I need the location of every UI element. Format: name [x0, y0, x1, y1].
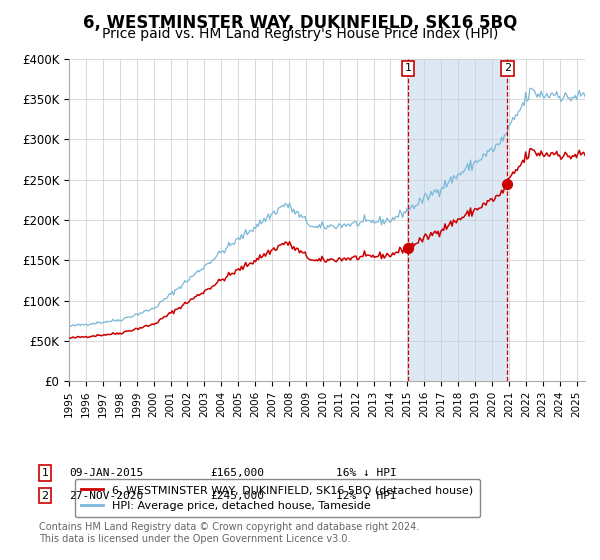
- Text: £165,000: £165,000: [210, 468, 264, 478]
- Text: 2: 2: [41, 491, 49, 501]
- Text: 27-NOV-2020: 27-NOV-2020: [69, 491, 143, 501]
- Text: 1: 1: [404, 63, 412, 73]
- Point: [503, 179, 512, 188]
- Text: 12% ↓ HPI: 12% ↓ HPI: [336, 491, 397, 501]
- Text: Contains HM Land Registry data © Crown copyright and database right 2024.
This d: Contains HM Land Registry data © Crown c…: [39, 522, 419, 544]
- Bar: [408, 59, 508, 381]
- Text: 16% ↓ HPI: 16% ↓ HPI: [336, 468, 397, 478]
- Text: 6, WESTMINSTER WAY, DUKINFIELD, SK16 5BQ: 6, WESTMINSTER WAY, DUKINFIELD, SK16 5BQ: [83, 14, 517, 32]
- Text: 2: 2: [504, 63, 511, 73]
- Text: 1: 1: [41, 468, 49, 478]
- Text: Price paid vs. HM Land Registry's House Price Index (HPI): Price paid vs. HM Land Registry's House …: [102, 27, 498, 41]
- Text: 09-JAN-2015: 09-JAN-2015: [69, 468, 143, 478]
- Point: [403, 244, 413, 253]
- Legend: 6, WESTMINSTER WAY, DUKINFIELD, SK16 5BQ (detached house), HPI: Average price, d: 6, WESTMINSTER WAY, DUKINFIELD, SK16 5BQ…: [74, 479, 480, 517]
- Text: £245,000: £245,000: [210, 491, 264, 501]
